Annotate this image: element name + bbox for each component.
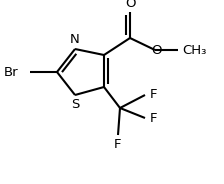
Text: F: F	[150, 89, 157, 102]
Text: S: S	[71, 98, 79, 111]
Text: Br: Br	[3, 66, 18, 79]
Text: F: F	[113, 138, 121, 151]
Text: O: O	[151, 43, 161, 56]
Text: O: O	[125, 0, 135, 10]
Text: N: N	[70, 33, 80, 46]
Text: F: F	[150, 112, 157, 125]
Text: CH₃: CH₃	[182, 43, 206, 56]
